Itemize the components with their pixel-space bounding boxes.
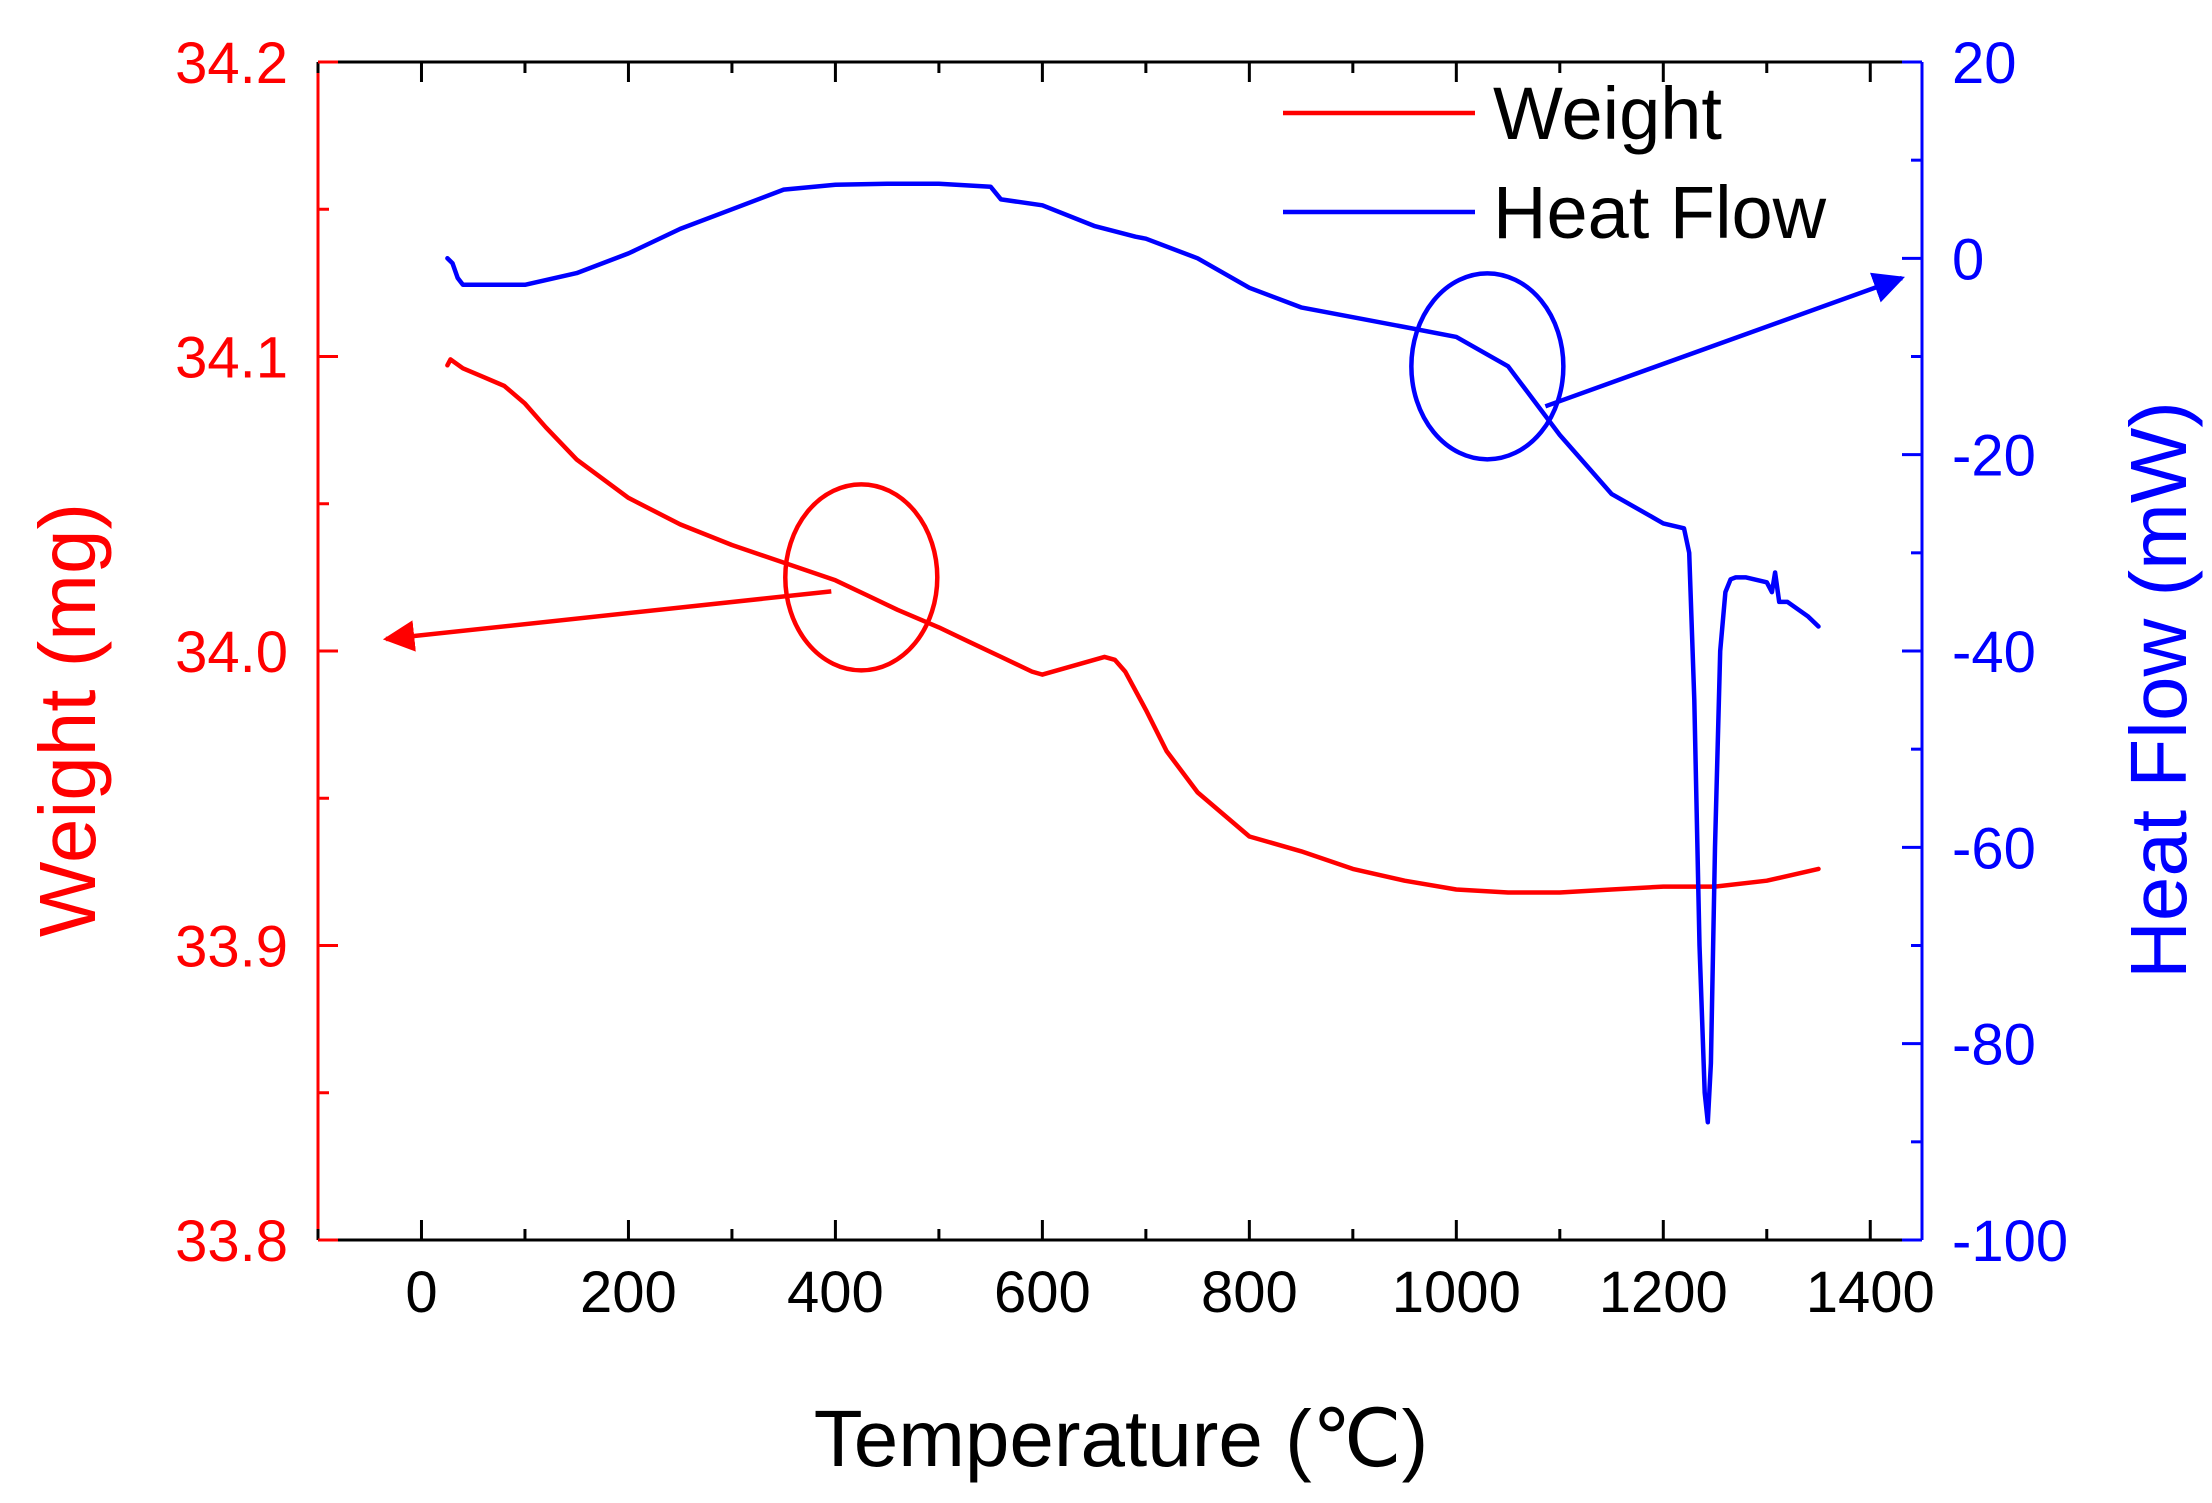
left-y-axis-label: Weight (mg) [23,503,112,937]
heat-flow-axis-arrow [1544,272,1905,409]
x-tick-label: 1400 [1806,1260,1935,1325]
legend-label: Weight [1493,72,1722,155]
x-tick-label: 800 [1201,1260,1298,1325]
weight-axis-arrow [382,589,832,652]
left-y-tick-label: 34.1 [175,326,288,391]
right-y-tick-label: 0 [1952,227,1984,292]
left-y-tick-label: 33.8 [175,1209,288,1274]
x-tick-label: 0 [405,1260,437,1325]
left-y-tick-label: 34.2 [175,31,288,96]
legend-label: Heat Flow [1493,171,1827,254]
right-y-tick-label: -60 [1952,816,2036,881]
x-tick-label: 1200 [1599,1260,1728,1325]
left-y-tick-label: 33.9 [175,915,288,980]
right-y-axis-label: Heat Flow (mW) [2114,401,2203,979]
x-tick-label: 200 [580,1260,677,1325]
heat-flow-highlight-ellipse [1409,271,1566,462]
x-tick-label: 600 [994,1260,1091,1325]
right-y-tick-label: 20 [1952,31,2017,96]
left-y-tick-label: 34.0 [175,620,288,685]
heat-flow-series-line [445,181,1821,1125]
right-y-tick-label: -40 [1952,620,2036,685]
x-tick-label: 1000 [1392,1260,1521,1325]
weight-series-line [445,357,1821,895]
x-tick-label: 400 [787,1260,884,1325]
x-axis-label: Temperature (℃) [814,1394,1428,1483]
right-y-tick-label: -100 [1952,1209,2068,1274]
right-y-tick-label: -80 [1952,1013,2036,1078]
right-y-tick-label: -20 [1952,424,2036,489]
weight-highlight-ellipse [783,482,940,673]
